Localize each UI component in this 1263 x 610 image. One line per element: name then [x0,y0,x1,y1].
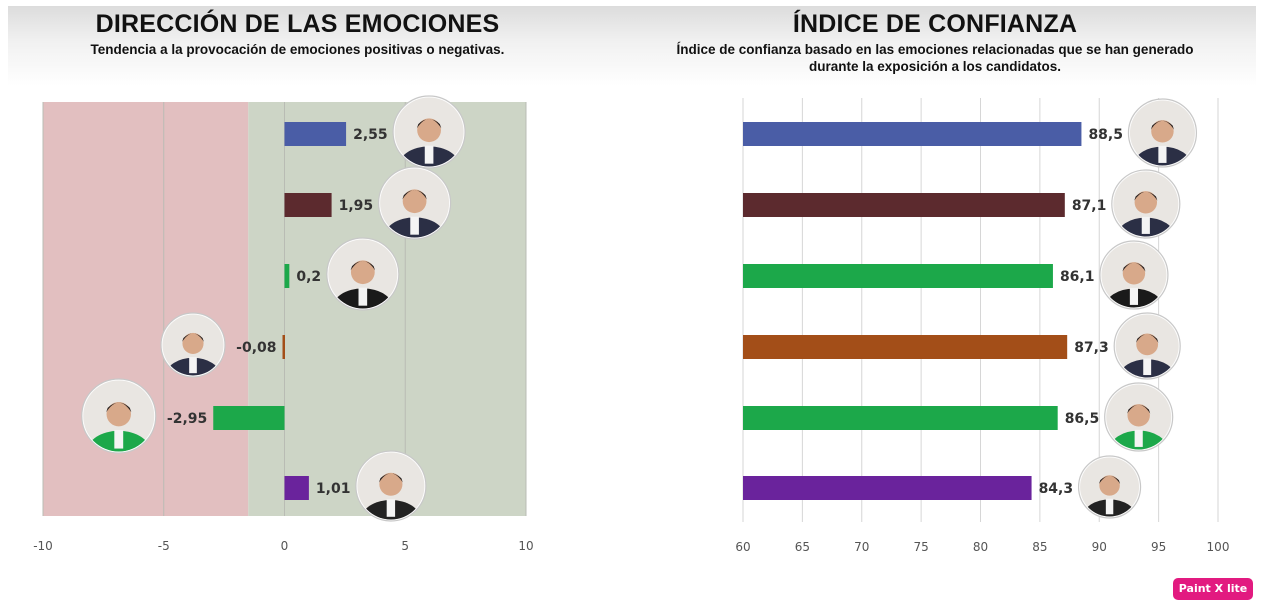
candidate-5-photo-icon [1104,382,1174,452]
x-tick-label: 70 [854,540,869,554]
left-chart-title: DIRECCIÓN DE LAS EMOCIONES [95,10,500,38]
confidence-value-label: 84,3 [1039,481,1074,497]
x-tick-label: -5 [158,539,170,553]
emotion-bar [213,406,285,430]
candidate-2-photo-icon [1111,169,1181,239]
emotion-value-label: 2,55 [353,127,388,143]
emotion-value-label: 1,01 [316,481,351,497]
confidence-value-label: 86,1 [1060,269,1095,285]
emotion-bar [282,335,285,359]
shaded-region-positive [248,102,526,516]
candidate-5-photo-icon [81,378,157,454]
confidence-bar [743,264,1053,288]
x-tick-label: 5 [401,539,409,553]
x-tick-label: -10 [33,539,53,553]
confidence-bar [743,193,1065,217]
confidence-value-label: 86,5 [1065,411,1100,427]
x-tick-label: 65 [795,540,810,554]
confidence-bar [743,335,1068,359]
emotion-value-label: 0,2 [296,269,321,285]
emotion-direction-chart: -10 -5 0 5 10 2,55 1,95 0,2 -0,08 -2,95 1,01 [33,95,534,553]
emotion-bar [284,476,309,500]
candidate-6-photo-icon [1077,455,1142,519]
confidence-bar [743,122,1082,146]
right-chart-subtitle-line-1: Índice de confianza basado en las emocio… [676,42,1194,57]
emotion-value-label: 1,95 [339,198,374,214]
right-chart-subtitle-line-2: durante la exposición a los candidatos. [808,59,1062,74]
x-tick-label: 10 [518,539,533,553]
confidence-bar [743,406,1058,430]
confidence-bar [743,476,1032,500]
left-chart-subtitle: Tendencia a la provocación de emociones … [90,42,505,57]
emotion-value-label: -2,95 [167,411,207,427]
candidate-1-photo-icon [1127,98,1198,168]
x-tick-label: 0 [281,539,289,553]
candidate-4-photo-icon [1113,312,1181,380]
confidence-value-label: 87,1 [1072,198,1107,214]
emotion-bar [284,122,347,146]
confidence-index-chart: 60 65 70 75 80 85 90 95 100 88,5 87,1 86,1 87,3 86,5 8… [735,98,1230,554]
candidate-2-photo-icon [377,166,452,240]
header-band [8,6,1256,86]
candidate-3-photo-icon [1099,240,1169,310]
confidence-value-label: 87,3 [1074,340,1109,356]
emotion-value-label: -0,08 [236,340,276,356]
x-tick-label: 75 [913,540,928,554]
candidate-1-photo-icon [392,95,466,169]
x-tick-label: 85 [1032,540,1047,554]
candidate-6-photo-icon [355,450,427,522]
emotion-bar [284,264,290,288]
confidence-value-label: 88,5 [1088,127,1123,143]
candidate-4-photo-icon [160,312,226,378]
x-tick-label: 60 [735,540,750,554]
x-tick-label: 80 [973,540,988,554]
x-tick-label: 95 [1151,540,1166,554]
candidate-3-photo-icon [326,237,400,311]
x-tick-label: 100 [1207,540,1230,554]
paint-x-lite-watermark: Paint X lite [1173,578,1253,600]
right-chart-title: ÍNDICE DE CONFIANZA [792,10,1078,38]
x-tick-label: 90 [1092,540,1107,554]
shaded-region-negative [43,102,249,516]
emotion-bar [284,193,332,217]
